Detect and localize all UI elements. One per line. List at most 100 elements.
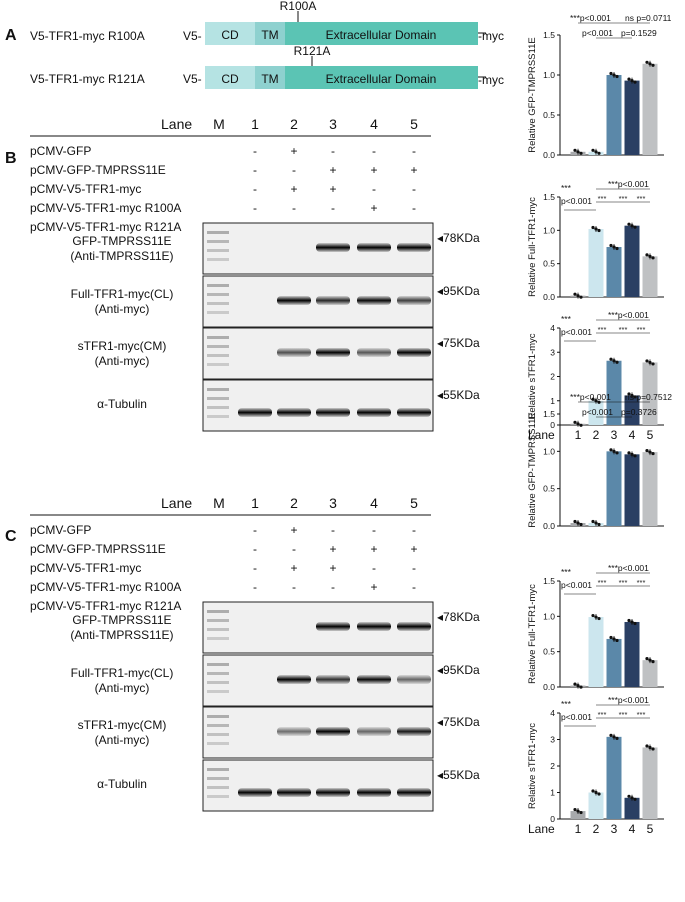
panel-label-b: B bbox=[5, 150, 17, 167]
bar bbox=[642, 452, 658, 526]
blot-band bbox=[277, 408, 311, 417]
y-axis-label: Relative Full-TFR1-myc bbox=[527, 584, 538, 684]
blot-band bbox=[397, 408, 431, 417]
data-point bbox=[573, 807, 577, 812]
condition-sign: - bbox=[372, 144, 376, 158]
condition-sign: + bbox=[329, 163, 336, 177]
lane-number: 4 bbox=[370, 495, 378, 511]
ladder-band bbox=[207, 336, 229, 339]
blot-band bbox=[277, 675, 311, 684]
condition-sign: + bbox=[410, 163, 417, 177]
significance-label: *** bbox=[598, 194, 607, 203]
x-tick-label: 3 bbox=[611, 822, 618, 836]
ladder-band bbox=[207, 284, 229, 287]
blot-band bbox=[316, 788, 350, 797]
data-point bbox=[645, 657, 649, 661]
blot-band bbox=[357, 408, 391, 417]
y-tick-label: 1 bbox=[550, 788, 555, 798]
condition-sign: - bbox=[292, 580, 296, 594]
condition-sign: - bbox=[372, 182, 376, 196]
lane-number: 2 bbox=[290, 495, 298, 511]
data-point bbox=[573, 420, 577, 424]
kda-marker: ◂75KDa bbox=[437, 715, 480, 729]
ladder-band bbox=[207, 293, 229, 296]
data-point bbox=[648, 360, 652, 365]
bar bbox=[624, 80, 640, 155]
condition-label: pCMV-GFP bbox=[30, 144, 91, 158]
data-point bbox=[594, 790, 598, 795]
y-tick-label: 3 bbox=[550, 735, 555, 745]
bar-chart: 0.0 0.5 1.0 1.5 Relative GFP-TMPRSS11E ***p<0… bbox=[527, 392, 672, 531]
condition-sign: - bbox=[292, 201, 296, 215]
condition-sign: + bbox=[329, 182, 336, 196]
construct-name: V5-TFR1-myc R121A bbox=[30, 72, 145, 86]
condition-label: pCMV-GFP bbox=[30, 523, 91, 537]
condition-sign: - bbox=[253, 523, 257, 537]
x-axis-label: Lane bbox=[528, 428, 555, 442]
data-point bbox=[594, 150, 598, 154]
cd-domain bbox=[205, 66, 255, 89]
marker-lane-label: M bbox=[213, 495, 225, 511]
blot-image bbox=[202, 379, 434, 432]
tm-label: TM bbox=[261, 28, 278, 42]
ladder-band bbox=[207, 240, 229, 243]
ladder-band bbox=[207, 742, 229, 745]
y-tick-label: 0.5 bbox=[543, 259, 555, 269]
significance-label: ***p<0.001 bbox=[608, 563, 649, 573]
condition-sign: + bbox=[370, 163, 377, 177]
data-point bbox=[627, 451, 631, 455]
kda-marker: ◂95KDa bbox=[437, 663, 480, 677]
mutation-label: R121A bbox=[294, 44, 331, 58]
y-tick-label: 3 bbox=[550, 347, 555, 357]
panel-label-c: C bbox=[5, 528, 17, 545]
ladder-band bbox=[207, 777, 229, 780]
data-point bbox=[645, 359, 649, 363]
blot-band bbox=[316, 348, 350, 357]
blot-antibody-label: (Anti-myc) bbox=[95, 733, 150, 747]
ladder-band bbox=[207, 637, 229, 640]
bar bbox=[570, 811, 586, 819]
data-point bbox=[648, 254, 652, 258]
lane-number: 3 bbox=[329, 116, 337, 132]
v5-tag-label: V5- bbox=[183, 29, 202, 43]
y-axis-label: Relative Full-TFR1-myc bbox=[527, 197, 538, 297]
blot-band bbox=[357, 675, 391, 684]
construct-diagram-r121a: V5-TFR1-myc R121A V5- CD TM Extracellula… bbox=[30, 44, 504, 89]
condition-sign: + bbox=[370, 580, 377, 594]
data-point bbox=[591, 613, 595, 618]
blot-band bbox=[277, 296, 311, 305]
y-tick-label: 2 bbox=[550, 372, 555, 382]
ladder-band bbox=[207, 681, 229, 684]
data-point bbox=[597, 792, 601, 796]
kda-marker: ◂75KDa bbox=[437, 336, 480, 350]
data-point bbox=[609, 733, 613, 737]
ladder-band bbox=[207, 406, 229, 409]
data-point bbox=[633, 80, 637, 84]
bar bbox=[624, 621, 640, 687]
lane-number: 5 bbox=[410, 495, 418, 511]
ladder-band bbox=[207, 388, 229, 391]
ladder-band bbox=[207, 363, 229, 366]
condition-sign: - bbox=[253, 561, 257, 575]
significance-label: *** bbox=[561, 567, 572, 577]
y-tick-label: 4 bbox=[550, 708, 555, 718]
significance-label: *** bbox=[637, 578, 646, 587]
ladder-band bbox=[207, 302, 229, 305]
significance-label: *** bbox=[598, 710, 607, 719]
data-point bbox=[630, 79, 634, 83]
bar bbox=[588, 229, 604, 297]
data-point bbox=[645, 448, 649, 453]
extracellular-domain bbox=[285, 22, 478, 45]
construct-diagram-r100a: V5-TFR1-myc R100A V5- CD TM Extracellula… bbox=[30, 0, 504, 45]
condition-sign: - bbox=[412, 561, 416, 575]
significance-label: *** bbox=[619, 578, 628, 587]
extracellular-domain bbox=[285, 66, 478, 89]
y-tick-label: 4 bbox=[550, 323, 555, 333]
marker-lane-label: M bbox=[213, 116, 225, 132]
kda-marker: ◂78KDa bbox=[437, 610, 480, 624]
y-tick-label: 1.0 bbox=[543, 611, 555, 621]
bar bbox=[588, 617, 604, 687]
blot-band bbox=[316, 622, 350, 631]
